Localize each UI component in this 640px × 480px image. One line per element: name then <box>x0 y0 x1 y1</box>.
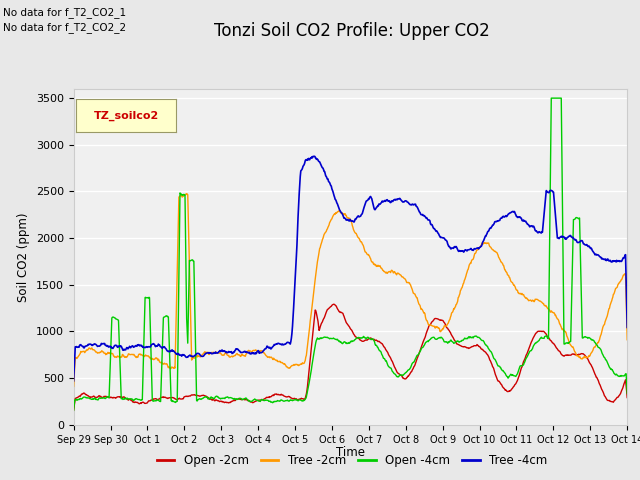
Text: No data for f_T2_CO2_2: No data for f_T2_CO2_2 <box>3 22 126 33</box>
Y-axis label: Soil CO2 (ppm): Soil CO2 (ppm) <box>17 212 30 301</box>
X-axis label: Time: Time <box>336 446 365 459</box>
Legend: Open -2cm, Tree -2cm, Open -4cm, Tree -4cm: Open -2cm, Tree -2cm, Open -4cm, Tree -4… <box>152 449 552 472</box>
Text: Tonzi Soil CO2 Profile: Upper CO2: Tonzi Soil CO2 Profile: Upper CO2 <box>214 22 490 40</box>
Text: No data for f_T2_CO2_1: No data for f_T2_CO2_1 <box>3 7 126 18</box>
